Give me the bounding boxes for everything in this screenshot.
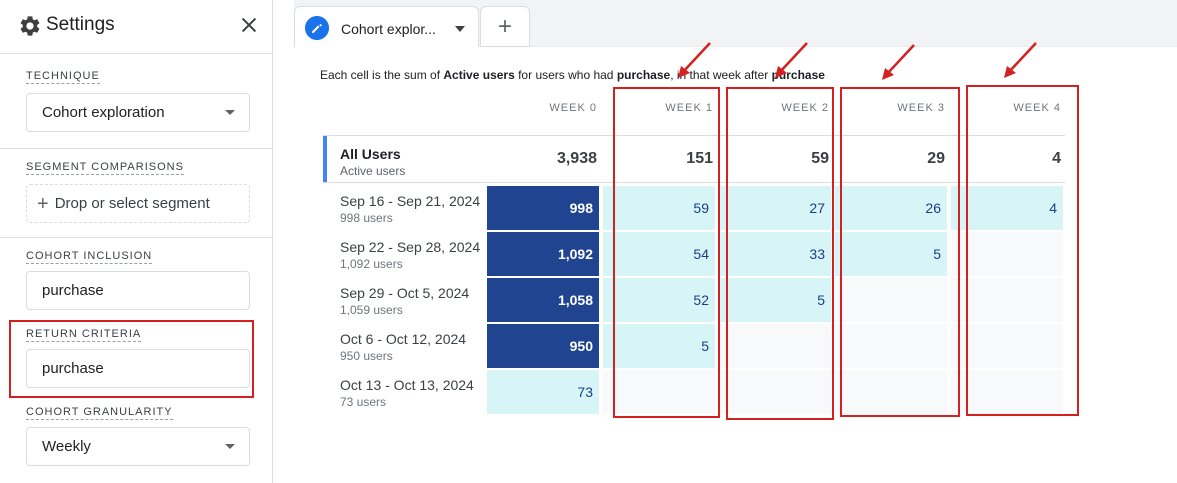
desc-text: , in that week after — [670, 68, 772, 82]
cohort-cell-week-4[interactable] — [951, 278, 1063, 322]
chevron-down-icon — [225, 444, 235, 449]
cohort-inclusion-label: COHORT INCLUSION — [26, 250, 153, 264]
cohort-cell-week-3[interactable] — [835, 278, 947, 322]
settings-title: Settings — [46, 14, 115, 35]
all-users-subtitle: Active users — [340, 164, 406, 178]
return-criteria-value: purchase — [42, 360, 104, 377]
desc-metric: Active users — [443, 68, 515, 82]
column-header-week-4: WEEK 4 — [1013, 102, 1061, 114]
cohort-cell-week-0[interactable]: 1,058 — [487, 278, 599, 322]
technique-value: Cohort exploration — [42, 104, 165, 121]
total-week-3: 29 — [927, 150, 945, 167]
gear-icon — [20, 16, 40, 36]
cohort-inclusion-value: purchase — [42, 282, 104, 299]
cohort-cell-week-3[interactable] — [835, 324, 947, 368]
return-criteria-label: RETURN CRITERIA — [26, 328, 142, 342]
segment-comparisons-label: SEGMENT COMPARISONS — [26, 161, 184, 175]
column-header-week-1: WEEK 1 — [665, 102, 713, 114]
arrow-annotation — [775, 42, 808, 78]
report-description: Each cell is the sum of Active users for… — [320, 68, 825, 82]
week-1-highlight — [613, 87, 720, 418]
total-week-4: 4 — [1052, 150, 1061, 167]
cohort-row-subtitle: 73 users — [340, 395, 387, 409]
column-header-week-3: WEEK 3 — [897, 102, 945, 114]
tab-bar: Cohort explor... + — [294, 0, 1177, 48]
cohort-granularity-value: Weekly — [42, 438, 91, 455]
cohort-cell-week-4[interactable] — [951, 324, 1063, 368]
add-tab-button[interactable]: + — [480, 6, 530, 47]
totals-divider — [323, 182, 1065, 183]
cohort-cell-week-2[interactable] — [719, 370, 831, 414]
desc-text: Each cell is the sum of — [320, 68, 444, 82]
desc-text: for users who had — [514, 68, 617, 82]
drop-segment-label: Drop or select segment — [54, 195, 210, 212]
cohort-row-title: Sep 29 - Oct 5, 2024 — [340, 285, 470, 301]
cohort-cell-week-4[interactable] — [951, 232, 1063, 276]
main-area: Cohort explor... + Each cell is the sum … — [294, 0, 1177, 483]
arrow-annotation — [678, 42, 711, 78]
settings-panel: Settings TECHNIQUE Cohort exploration SE… — [0, 0, 273, 483]
return-criteria-field[interactable]: purchase — [26, 349, 250, 388]
return-criteria-highlight — [9, 320, 254, 398]
tab-label: Cohort explor... — [341, 21, 436, 37]
divider — [0, 237, 273, 238]
header-divider — [323, 135, 1065, 136]
close-icon[interactable] — [238, 14, 260, 36]
cohort-cell-week-2[interactable]: 5 — [719, 278, 831, 322]
cohort-row-subtitle: 1,059 users — [340, 303, 403, 317]
report-canvas: Each cell is the sum of Active users for… — [294, 47, 1177, 483]
all-users-indicator — [323, 136, 327, 182]
cohort-cell-week-0[interactable]: 950 — [487, 324, 599, 368]
week-4-highlight — [966, 85, 1079, 416]
cohort-row-title: Oct 13 - Oct 13, 2024 — [340, 377, 474, 393]
arrow-annotation — [1004, 42, 1037, 78]
total-week-1: 151 — [686, 150, 713, 167]
cohort-cell-week-3[interactable] — [835, 370, 947, 414]
cohort-cell-week-4[interactable] — [951, 370, 1063, 414]
total-week-0: 3,938 — [556, 150, 597, 167]
total-week-2: 59 — [811, 150, 829, 167]
week-2-highlight — [726, 87, 834, 420]
cohort-cell-week-1[interactable]: 5 — [603, 324, 715, 368]
cohort-cell-week-2[interactable]: 27 — [719, 186, 831, 230]
cohort-row-subtitle: 950 users — [340, 349, 393, 363]
desc-inclusion: purchase — [616, 68, 671, 82]
technique-select[interactable]: Cohort exploration — [26, 93, 250, 132]
column-header-week-0: WEEK 0 — [549, 102, 597, 114]
cohort-cell-week-2[interactable]: 33 — [719, 232, 831, 276]
cohort-cell-week-1[interactable]: 54 — [603, 232, 715, 276]
cohort-inclusion-field[interactable]: purchase — [26, 271, 250, 310]
cohort-cell-week-0[interactable]: 73 — [487, 370, 599, 414]
cohort-row-title: Sep 22 - Sep 28, 2024 — [340, 239, 481, 255]
cohort-cell-week-1[interactable]: 59 — [603, 186, 715, 230]
settings-header: Settings — [0, 0, 273, 54]
cohort-cell-week-2[interactable] — [719, 324, 831, 368]
cohort-row-title: Sep 16 - Sep 21, 2024 — [340, 193, 481, 209]
cohort-granularity-select[interactable]: Weekly — [26, 427, 250, 466]
arrow-annotation — [882, 44, 915, 80]
cohort-cell-week-0[interactable]: 1,092 — [487, 232, 599, 276]
cohort-cell-week-4[interactable]: 4 — [951, 186, 1063, 230]
chevron-down-icon — [225, 110, 235, 115]
cohort-row-subtitle: 1,092 users — [340, 257, 403, 271]
tab-cohort-exploration[interactable]: Cohort explor... — [294, 6, 479, 48]
caret-down-icon[interactable] — [455, 26, 465, 32]
cohort-row-subtitle: 998 users — [340, 211, 393, 225]
pencil-icon — [305, 16, 329, 40]
cohort-granularity-label: COHORT GRANULARITY — [26, 406, 173, 420]
all-users-title: All Users — [340, 146, 401, 162]
cohort-cell-week-3[interactable]: 26 — [835, 186, 947, 230]
plus-icon: + — [37, 193, 49, 215]
cohort-cell-week-0[interactable]: 998 — [487, 186, 599, 230]
cohort-cell-week-3[interactable]: 5 — [835, 232, 947, 276]
technique-label: TECHNIQUE — [26, 70, 100, 84]
column-header-week-2: WEEK 2 — [781, 102, 829, 114]
cohort-row-title: Oct 6 - Oct 12, 2024 — [340, 331, 467, 347]
cohort-cell-week-1[interactable]: 52 — [603, 278, 715, 322]
divider — [0, 148, 273, 149]
week-3-highlight — [840, 87, 960, 417]
cohort-cell-week-1[interactable] — [603, 370, 715, 414]
drop-segment-button[interactable]: + Drop or select segment — [26, 184, 250, 223]
